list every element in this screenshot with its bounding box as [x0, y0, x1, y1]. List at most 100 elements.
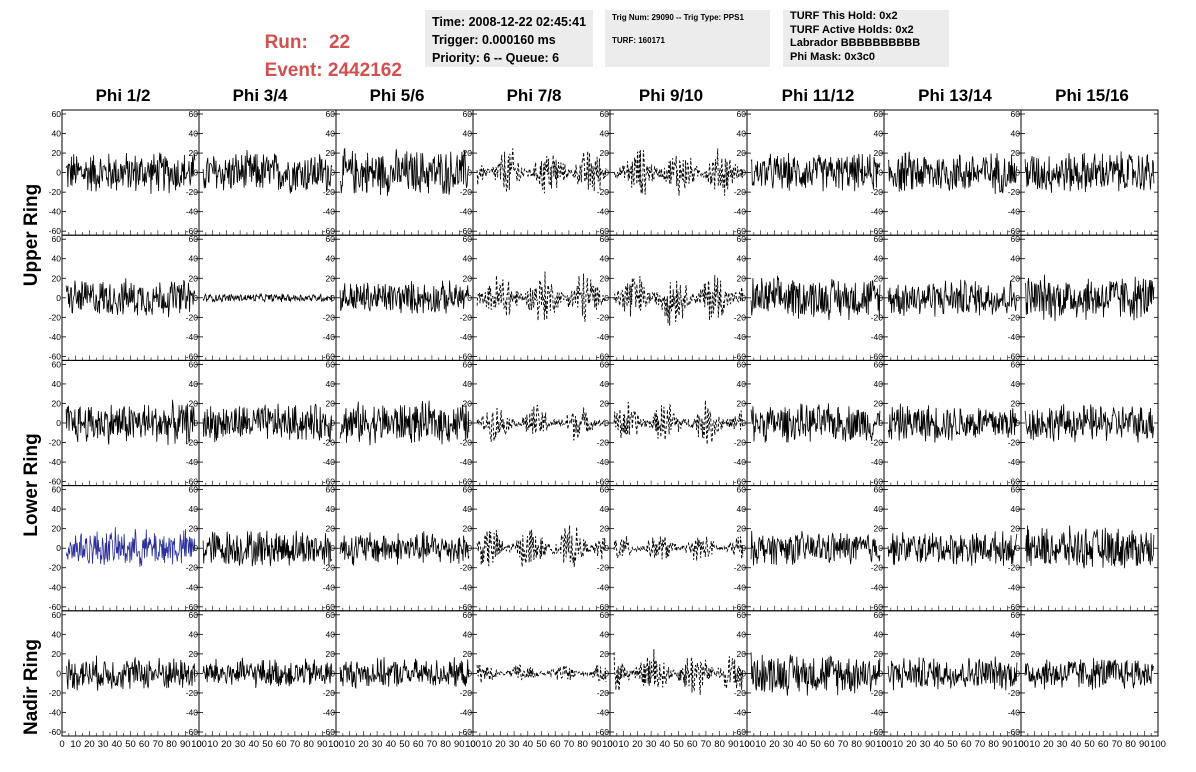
x-tick-label: 50	[536, 739, 547, 750]
y-tick-label: 60	[463, 109, 473, 119]
y-tick-label: -40	[871, 207, 884, 217]
y-tick-label: 0	[878, 168, 883, 178]
y-tick-label: -40	[734, 457, 747, 467]
event-label: Event:	[264, 60, 323, 81]
y-tick-label: -60	[186, 477, 199, 487]
x-tick-label: 30	[1057, 739, 1068, 750]
y-tick-label: -60	[871, 727, 884, 737]
y-tick-label: 0	[604, 543, 609, 553]
y-tick-label: 20	[600, 649, 610, 659]
waveform-trace	[613, 148, 744, 196]
column-title-phi-3-4: Phi 3/4	[232, 86, 288, 105]
y-tick-label: 60	[463, 359, 473, 369]
x-tick-label: 60	[276, 739, 287, 750]
y-tick-label: 40	[1011, 629, 1021, 639]
x-tick-label: 50	[947, 739, 958, 750]
x-tick-label: 10	[344, 739, 355, 750]
x-tick-label: 30	[783, 739, 794, 750]
y-tick-label: 40	[737, 504, 747, 514]
y-tick-label: -40	[186, 582, 199, 592]
x-tick-label: 20	[1043, 739, 1054, 750]
y-tick-label: 40	[600, 129, 610, 139]
waveform-trace	[887, 151, 1018, 194]
y-tick-label: -20	[871, 438, 884, 448]
x-tick-label: 70	[290, 739, 301, 750]
x-tick-label: 70	[975, 739, 986, 750]
y-tick-label: 60	[189, 610, 199, 620]
x-tick-label: 100	[876, 739, 892, 750]
y-tick-label: -40	[49, 207, 62, 217]
y-tick-label: 20	[1011, 398, 1021, 408]
y-tick-label: -60	[734, 226, 747, 236]
y-tick-label: 0	[467, 168, 472, 178]
waveform-trace	[613, 275, 744, 326]
y-tick-label: -40	[734, 582, 747, 592]
y-tick-label: 60	[189, 359, 199, 369]
y-tick-label: 60	[326, 109, 336, 119]
y-tick-label: -60	[49, 727, 62, 737]
y-tick-label: 20	[326, 398, 336, 408]
y-tick-label: 40	[463, 629, 473, 639]
x-tick-label: 30	[235, 739, 246, 750]
y-tick-label: -60	[871, 226, 884, 236]
y-tick-label: 60	[52, 234, 62, 244]
y-tick-label: 60	[737, 485, 747, 495]
y-tick-label: -40	[460, 707, 473, 717]
y-tick-label: 60	[1011, 109, 1021, 119]
y-tick-label: -60	[734, 602, 747, 612]
y-tick-label: 40	[1011, 129, 1021, 139]
run-line: Run: 22	[254, 10, 351, 54]
waveform-trace	[613, 649, 744, 695]
y-tick-label: -60	[1008, 477, 1021, 487]
y-tick-label: 20	[874, 273, 884, 283]
y-tick-label: 20	[600, 148, 610, 158]
x-tick-label: 100	[1150, 739, 1166, 750]
y-tick-label: -40	[871, 707, 884, 717]
x-tick-label: 40	[797, 739, 808, 750]
column-title-phi-9-10: Phi 9/10	[638, 86, 704, 105]
y-tick-label: 0	[467, 543, 472, 553]
x-tick-label: 40	[934, 739, 945, 750]
y-tick-label: -20	[1008, 312, 1021, 322]
x-tick-label: 50	[262, 739, 273, 750]
y-tick-label: 0	[1015, 168, 1020, 178]
x-tick-label: 90	[180, 739, 191, 750]
y-tick-label: -20	[1008, 438, 1021, 448]
x-tick-label: 80	[166, 739, 177, 750]
x-tick-label: 0	[744, 739, 749, 750]
y-tick-label: 40	[52, 254, 62, 264]
x-tick-label: 30	[509, 739, 520, 750]
y-tick-label: 20	[600, 524, 610, 534]
x-tick-label: 90	[591, 739, 602, 750]
y-tick-label: 60	[463, 485, 473, 495]
y-tick-label: -60	[734, 727, 747, 737]
y-tick-label: -60	[871, 602, 884, 612]
y-tick-label: 20	[874, 148, 884, 158]
y-tick-label: -20	[186, 187, 199, 197]
x-tick-label: 40	[249, 739, 260, 750]
x-tick-label: 100	[328, 739, 344, 750]
waveform-trace	[202, 403, 333, 443]
y-tick-label: -20	[871, 187, 884, 197]
event-line: Event: 2442162	[254, 38, 402, 82]
panel-frame	[609, 610, 748, 737]
waveform-trace	[476, 148, 607, 194]
y-tick-label: -40	[186, 207, 199, 217]
x-tick-label: 50	[399, 739, 410, 750]
y-tick-label: -60	[1008, 727, 1021, 737]
y-tick-label: -20	[49, 187, 62, 197]
y-tick-label: 40	[189, 129, 199, 139]
y-tick-label: 40	[1011, 504, 1021, 514]
y-tick-label: 0	[56, 543, 61, 553]
x-tick-label: 0	[607, 739, 612, 750]
y-tick-label: 40	[874, 379, 884, 389]
waveform-trace	[65, 152, 196, 194]
y-tick-label: -40	[49, 332, 62, 342]
y-tick-label: 40	[737, 629, 747, 639]
y-tick-label: 0	[330, 418, 335, 428]
y-tick-label: 0	[56, 168, 61, 178]
y-tick-label: -20	[871, 688, 884, 698]
y-tick-label: 60	[189, 109, 199, 119]
waveform-trace	[750, 275, 881, 321]
y-tick-label: -60	[871, 351, 884, 361]
